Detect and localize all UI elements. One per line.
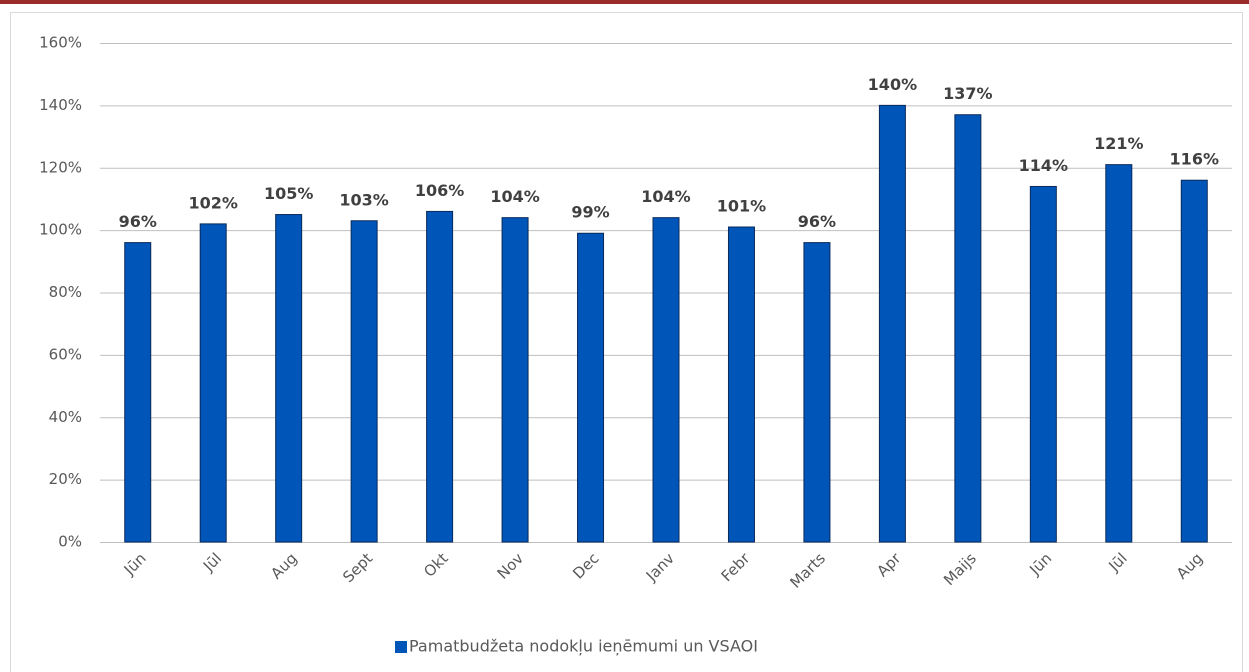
x-tick-label: Aug [267, 549, 300, 582]
data-label: 102% [188, 193, 237, 212]
data-label: 140% [868, 75, 917, 94]
legend-swatch [395, 641, 407, 653]
data-label: 99% [571, 203, 609, 222]
x-tick-label: Janv [642, 549, 678, 585]
x-tick-label: Maijs [940, 549, 980, 589]
bar [501, 217, 529, 543]
data-label: 105% [264, 184, 313, 203]
bar [954, 114, 982, 543]
x-tick-label: Nov [494, 549, 528, 583]
x-tick-label: Jūl [199, 549, 225, 575]
x-tick-label: Aug [1173, 549, 1206, 582]
y-tick-label: 80% [49, 283, 82, 301]
y-tick-label: 100% [39, 221, 82, 239]
x-tick-label: Apr [873, 549, 905, 581]
x-tick-label: Dec [569, 549, 602, 582]
bar [652, 217, 680, 543]
bar [199, 223, 227, 543]
bar [350, 220, 378, 543]
x-tick-label: Jūn [1025, 549, 1055, 579]
legend-label: Pamatbudžeta nodokļu ieņēmumi un VSAOI [409, 637, 758, 656]
bar [803, 242, 831, 543]
data-label: 101% [717, 197, 766, 216]
data-label: 121% [1094, 134, 1143, 153]
bar [1180, 179, 1208, 543]
y-tick-label: 60% [49, 345, 82, 363]
data-label: 96% [119, 212, 157, 231]
bar [275, 214, 303, 543]
data-label: 96% [798, 212, 836, 231]
x-tick-label: Marts [787, 549, 830, 592]
chart-frame [10, 12, 1243, 672]
bar [577, 232, 605, 543]
y-tick-label: 0% [58, 533, 82, 551]
bar [1105, 164, 1133, 543]
x-tick-label: Sept [339, 549, 376, 586]
data-label: 106% [415, 181, 464, 200]
bar [878, 104, 906, 543]
data-label: 104% [490, 187, 539, 206]
data-label: 137% [943, 84, 992, 103]
x-tick-label: Jūl [1105, 549, 1131, 575]
bar [426, 210, 454, 543]
bar [1029, 185, 1057, 543]
y-tick-label: 160% [39, 34, 82, 52]
y-tick-label: 20% [49, 470, 82, 488]
x-tick-label: Okt [420, 549, 451, 580]
y-tick-label: 40% [49, 408, 82, 426]
y-tick-label: 140% [39, 96, 82, 114]
x-tick-label: Febr [718, 549, 754, 585]
bar [727, 226, 755, 543]
top-border [0, 0, 1249, 4]
data-label: 116% [1170, 150, 1219, 169]
data-label: 114% [1019, 156, 1068, 175]
data-label: 104% [641, 187, 690, 206]
y-tick-label: 120% [39, 158, 82, 176]
bar [124, 242, 152, 543]
x-tick-label: Jūn [120, 549, 150, 579]
data-label: 103% [339, 190, 388, 209]
